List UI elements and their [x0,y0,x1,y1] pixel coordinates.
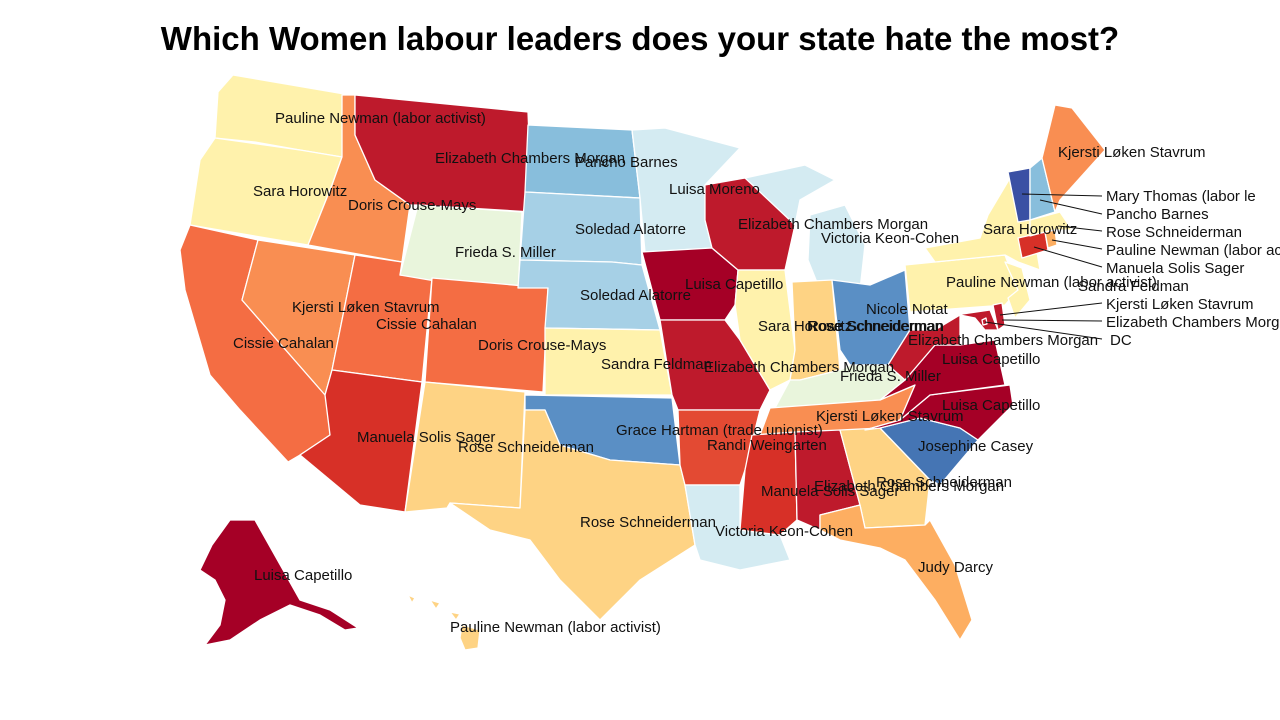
label-maine: Kjersti Løken Stavrum [1058,144,1206,161]
label-washington: Pauline Newman (labor activist) [275,110,486,127]
label-maryland: Kjersti Løken Stavrum [1106,296,1254,313]
leader-line-ma [1057,225,1103,232]
label-tennessee: Kjersti Løken Stavrum [816,408,964,425]
label-arizona: Manuela Solis Sager [357,429,495,446]
label-indiana: Rose Schneiderman [807,318,943,335]
label-mississippi: Manuela Solis Sager [761,483,899,500]
label-nevada: Kjersti Løken Stavrum [292,299,440,316]
label-kentucky: Frieda S. Miller [840,368,941,385]
states-layer [179,74,1106,651]
label-montana: Elizabeth Chambers Morgan [435,150,625,167]
label-kansas: Sandra Feldman [601,356,712,373]
label-nebraska: Soledad Alatorre [580,287,691,304]
state-arizona[interactable] [299,369,423,513]
label-vermont: Mary Thomas (labor le [1106,188,1256,205]
label-new-mexico: Rose Schneiderman [458,439,594,456]
label-alaska: Luisa Capetillo [254,567,352,584]
state-new-jersey[interactable] [1004,261,1031,319]
label-florida: Judy Darcy [918,559,994,576]
label-wyoming: Frieda S. Miller [455,244,556,261]
state-illinois[interactable] [734,269,796,391]
state-maine[interactable] [1041,104,1106,213]
state-colorado[interactable] [424,277,549,393]
map-title: Which Women labour leaders does your sta… [160,20,1120,57]
state-florida[interactable] [819,504,973,641]
label-ohio: Nicole Notat [866,301,949,318]
state-west-virginia[interactable] [887,314,961,381]
label-new-hampshire: Pancho Barnes [1106,206,1209,223]
leader-line-dc [984,321,1103,340]
state-hawaii[interactable] [407,594,481,651]
leader-line-vt [1021,193,1103,197]
state-texas[interactable] [449,409,696,621]
leader-line-md [999,302,1103,316]
label-connecticut: Manuela Solis Sager [1106,260,1244,277]
label-dc: DC [1110,332,1132,349]
label-wisconsin: Elizabeth Chambers Morgan [738,216,928,233]
label-missouri: Elizabeth Chambers Morgan [704,359,894,376]
label-rhode-island: Pauline Newman (labor activist) [1106,242,1280,259]
label-california: Cissie Cahalan [233,335,334,352]
label-massachusetts: Rose Schneiderman [1106,224,1242,241]
label-west-virginia: Rose Schneiderman [808,318,944,335]
label-south-dakota: Soledad Alatorre [575,221,686,238]
state-massachusetts[interactable] [1029,211,1073,237]
state-louisiana[interactable] [684,484,791,571]
label-minnesota: Luisa Moreno [669,181,760,198]
label-texas: Rose Schneiderman [580,514,716,531]
label-south-carolina: Josephine Casey [918,438,1034,455]
label-oregon: Sara Horowitz [253,183,347,200]
leader-line-ri [1051,239,1103,250]
label-pennsylvania: Pauline Newman (labor activist) [946,274,1157,291]
label-delaware: Elizabeth Chambers Morgan [1106,314,1280,331]
label-alabama: Elizabeth Chambers Morgan [814,478,1004,495]
label-georgia: Rose Schneiderman [876,474,1012,491]
label-new-jersey: Sandra Feldman [1078,278,1189,295]
label-new-york: Sara Horowitz [983,221,1077,238]
leader-line-ct [1033,246,1103,268]
label-delaware-inline: Elizabeth Chambers Morgan [908,332,1098,349]
label-hawaii: Pauline Newman (labor activist) [450,619,661,636]
label-colorado: Doris Crouse-Mays [478,337,606,354]
label-idaho: Doris Crouse-Mays [348,197,476,214]
state-alaska[interactable] [199,519,359,646]
label-michigan: Victoria Keon-Cohen [821,230,959,247]
label-illinois: Sara Horowitz [758,318,852,335]
leader-line-nh [1039,199,1103,215]
state-maryland[interactable] [934,309,999,331]
label-arkansas: Randi Weingarten [707,437,827,454]
leader-line-de [1001,319,1103,322]
label-oklahoma: Grace Hartman (trade unionist) [616,422,823,439]
state-dc[interactable] [981,317,988,326]
label-north-carolina: Luisa Capetillo [942,397,1040,414]
label-louisiana: Victoria Keon-Cohen [715,523,853,540]
state-missouri[interactable] [659,319,771,411]
leader-lines [984,193,1103,340]
label-virginia: Luisa Capetillo [942,351,1040,368]
label-north-dakota: Pancho Barnes [575,154,678,171]
state-labels: Pauline Newman (labor activist) Sara Hor… [233,110,1280,636]
label-utah: Cissie Cahalan [376,316,477,333]
label-iowa: Luisa Capetillo [685,276,783,293]
